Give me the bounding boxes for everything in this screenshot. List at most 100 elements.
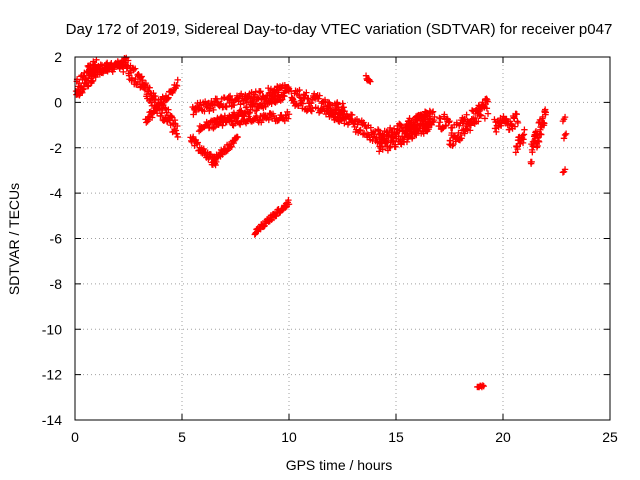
data-point <box>431 113 438 121</box>
data-point <box>246 109 253 116</box>
data-point <box>481 115 489 122</box>
series-arc-r <box>491 110 522 136</box>
data-point <box>259 116 267 124</box>
x-tick-labels: 0 5 10 15 20 25 <box>71 429 618 445</box>
data-point <box>142 79 150 87</box>
data-point <box>514 119 522 127</box>
data-point <box>308 99 315 107</box>
data-point <box>514 145 521 153</box>
data-point <box>279 96 286 103</box>
data-point <box>458 135 465 142</box>
data-point <box>226 99 233 107</box>
data-point <box>420 130 427 137</box>
series-arc-o <box>403 107 438 139</box>
series-arc-g <box>210 108 293 131</box>
data-point <box>124 57 132 64</box>
data-point <box>79 86 87 93</box>
data-point <box>561 113 569 121</box>
series-arc-d <box>142 76 181 126</box>
data-point <box>237 101 244 108</box>
data-point <box>219 122 226 129</box>
data-point <box>463 111 470 118</box>
data-point <box>538 131 545 138</box>
data-point <box>210 106 217 114</box>
data-point <box>519 132 526 139</box>
data-point <box>127 69 135 76</box>
series-arc-t <box>527 106 549 167</box>
data-point <box>477 112 485 119</box>
data-point <box>521 126 528 133</box>
data-point <box>165 94 172 101</box>
data-point <box>428 109 436 116</box>
data-point <box>479 382 487 389</box>
x-tick-label: 15 <box>388 429 404 445</box>
y-tick-label: -12 <box>42 367 62 383</box>
data-point <box>165 106 172 113</box>
data-point <box>223 103 230 111</box>
series-arc-i <box>208 133 241 168</box>
data-point <box>262 103 269 110</box>
data-point <box>304 95 311 103</box>
data-point <box>193 140 200 147</box>
data-point <box>461 130 468 137</box>
x-axis-label: GPS time / hours <box>286 457 393 473</box>
data-point <box>421 124 428 131</box>
data-point <box>92 62 99 69</box>
data-point <box>330 110 338 117</box>
data-point <box>124 63 131 71</box>
data-point <box>299 100 307 107</box>
data-point <box>348 111 356 119</box>
data-point <box>147 99 155 106</box>
data-point <box>265 116 273 124</box>
data-point <box>244 94 251 101</box>
x-tick-label: 0 <box>71 429 79 445</box>
data-point <box>410 128 417 136</box>
series-arc-w <box>559 166 569 176</box>
data-point <box>379 146 386 153</box>
data-point <box>174 76 181 84</box>
data-point <box>302 92 309 99</box>
data-point <box>339 107 346 114</box>
chart-title: Day 172 of 2019, Sidereal Day-to-day VTE… <box>66 21 613 38</box>
data-point <box>357 126 364 134</box>
data-point <box>240 99 248 107</box>
data-point <box>158 100 166 108</box>
data-point <box>281 93 288 100</box>
data-point <box>477 111 484 118</box>
y-tick-label: -14 <box>42 412 62 428</box>
data-point <box>120 68 127 76</box>
data-point <box>256 89 264 96</box>
data-point <box>511 123 519 130</box>
data-point <box>561 131 569 139</box>
series-arc-s <box>512 126 528 156</box>
data-point <box>91 61 98 68</box>
data-point <box>146 84 153 91</box>
data-point <box>392 143 399 151</box>
series-arc-j <box>251 196 293 238</box>
data-point <box>367 78 374 85</box>
data-point <box>285 111 293 118</box>
y-axis-label: SDTVAR / TECUs <box>6 183 22 295</box>
data-point <box>483 95 490 102</box>
data-point <box>429 108 437 115</box>
data-point <box>326 101 334 109</box>
data-point <box>512 149 520 156</box>
x-tick-label: 25 <box>602 429 618 445</box>
data-point <box>89 77 97 85</box>
data-point <box>210 125 217 132</box>
data-point <box>409 117 417 124</box>
x-tick-label: 20 <box>495 429 511 445</box>
data-point <box>253 107 260 114</box>
data-point <box>222 102 230 110</box>
data-point <box>493 128 500 136</box>
data-point <box>203 103 210 110</box>
y-tick-label: -10 <box>42 321 62 337</box>
data-point <box>171 125 178 133</box>
data-point <box>157 112 165 120</box>
series-arc-m <box>362 72 374 85</box>
data-point <box>174 133 181 141</box>
data-point <box>511 115 518 122</box>
data-point <box>173 82 181 90</box>
data-point <box>173 82 180 89</box>
